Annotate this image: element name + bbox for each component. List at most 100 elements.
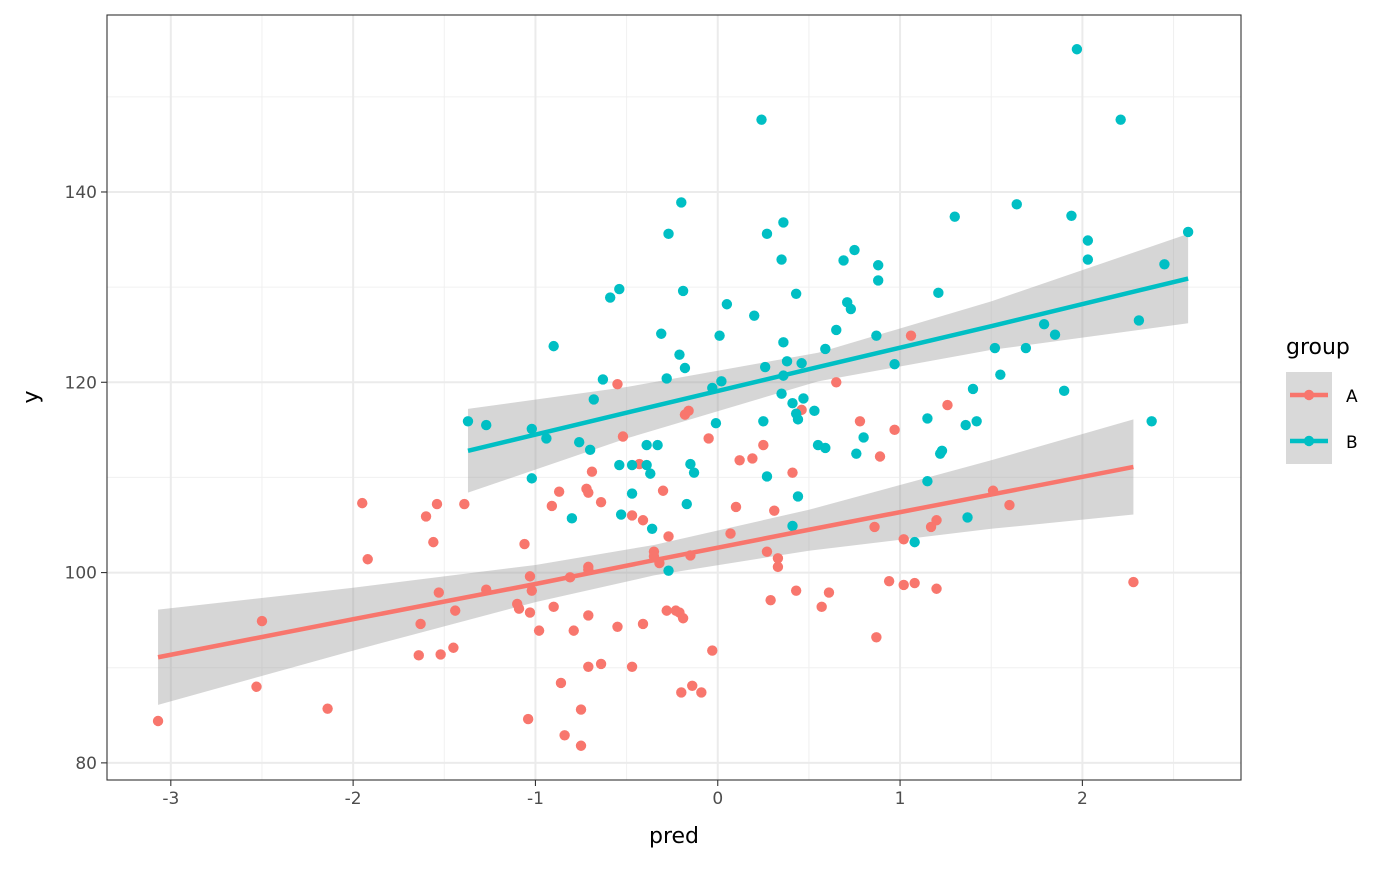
- point-A: [787, 467, 798, 478]
- point-A: [612, 378, 623, 390]
- point-A: [583, 487, 594, 498]
- point-B: [663, 228, 674, 240]
- point-A: [696, 687, 707, 698]
- point-A: [769, 505, 780, 516]
- point-B: [787, 398, 798, 409]
- point-B: [922, 413, 933, 424]
- x-tick-label: -3: [162, 789, 179, 809]
- point-B: [645, 468, 656, 479]
- point-B: [778, 217, 789, 228]
- point-B: [798, 393, 809, 404]
- point-B: [677, 285, 689, 297]
- legend-key-point: [1303, 435, 1315, 447]
- point-A: [522, 713, 534, 725]
- point-B: [714, 330, 725, 341]
- point-A: [433, 587, 445, 598]
- point-B: [995, 369, 1006, 380]
- x-tick-label: 2: [1077, 789, 1088, 809]
- point-B: [1159, 259, 1170, 270]
- point-A: [586, 466, 598, 477]
- point-B: [597, 374, 609, 385]
- point-A: [524, 607, 536, 618]
- y-tick-label: 80: [75, 754, 97, 774]
- point-B: [721, 299, 733, 310]
- point-A: [883, 575, 895, 587]
- point-B: [681, 498, 692, 510]
- point-B: [960, 419, 971, 431]
- point-A: [612, 621, 623, 633]
- x-tick-label: -1: [527, 789, 544, 809]
- point-A: [898, 534, 909, 545]
- point-A: [559, 730, 570, 741]
- point-B: [792, 414, 804, 425]
- x-tick-label: -2: [345, 789, 362, 809]
- point-A: [595, 658, 607, 670]
- point-A: [816, 601, 827, 613]
- point-A: [747, 453, 758, 464]
- y-tick-label: 100: [65, 564, 97, 584]
- point-A: [905, 330, 917, 341]
- point-A: [362, 554, 373, 565]
- point-A: [677, 613, 689, 624]
- point-B: [749, 310, 760, 321]
- point-A: [909, 577, 920, 589]
- point-B: [1146, 416, 1157, 427]
- point-A: [637, 515, 649, 526]
- point-B: [989, 342, 1001, 354]
- point-A: [734, 455, 745, 466]
- point-B: [614, 283, 625, 295]
- point-B: [971, 416, 982, 427]
- point-B: [936, 445, 948, 456]
- point-A: [524, 571, 536, 582]
- point-A: [1128, 576, 1139, 588]
- point-B: [710, 417, 722, 429]
- point-B: [1182, 226, 1194, 238]
- point-B: [759, 361, 771, 373]
- point-B: [652, 439, 663, 451]
- point-B: [922, 476, 933, 487]
- point-B: [584, 444, 596, 456]
- point-B: [756, 114, 767, 125]
- point-A: [568, 625, 579, 636]
- point-B: [1058, 385, 1070, 397]
- point-A: [431, 498, 443, 510]
- point-A: [703, 433, 714, 444]
- point-A: [428, 536, 439, 548]
- point-B: [588, 394, 599, 405]
- point-A: [595, 496, 607, 508]
- point-A: [555, 677, 567, 689]
- point-A: [256, 615, 268, 627]
- point-A: [548, 601, 559, 613]
- point-B: [792, 491, 804, 502]
- point-B: [1115, 114, 1126, 125]
- fit-line-B: [467, 276, 1189, 453]
- point-B: [1049, 329, 1061, 340]
- axes: -3 -2 -1 0 1 2 80 100 120 140: [65, 183, 1088, 809]
- point-B: [1011, 199, 1022, 210]
- point-A: [413, 650, 424, 661]
- point-B: [656, 328, 667, 339]
- plot-panel-background: [107, 15, 1241, 780]
- x-tick-label: 0: [712, 789, 723, 809]
- point-A: [637, 618, 649, 630]
- point-B: [787, 520, 798, 532]
- point-B: [641, 459, 652, 471]
- point-B: [573, 437, 585, 448]
- point-A: [725, 528, 736, 539]
- point-A: [526, 585, 537, 596]
- point-B: [685, 458, 696, 470]
- point-B: [761, 471, 773, 482]
- point-A: [931, 515, 942, 526]
- point-B: [1082, 235, 1094, 246]
- point-A: [661, 605, 672, 616]
- fit-lines: [157, 276, 1189, 660]
- point-A: [657, 485, 669, 496]
- point-A: [575, 740, 587, 751]
- point-A: [553, 486, 565, 497]
- point-A: [533, 625, 545, 636]
- point-B: [646, 523, 658, 535]
- point-A: [459, 498, 470, 510]
- point-B: [688, 467, 700, 478]
- point-A: [790, 585, 802, 596]
